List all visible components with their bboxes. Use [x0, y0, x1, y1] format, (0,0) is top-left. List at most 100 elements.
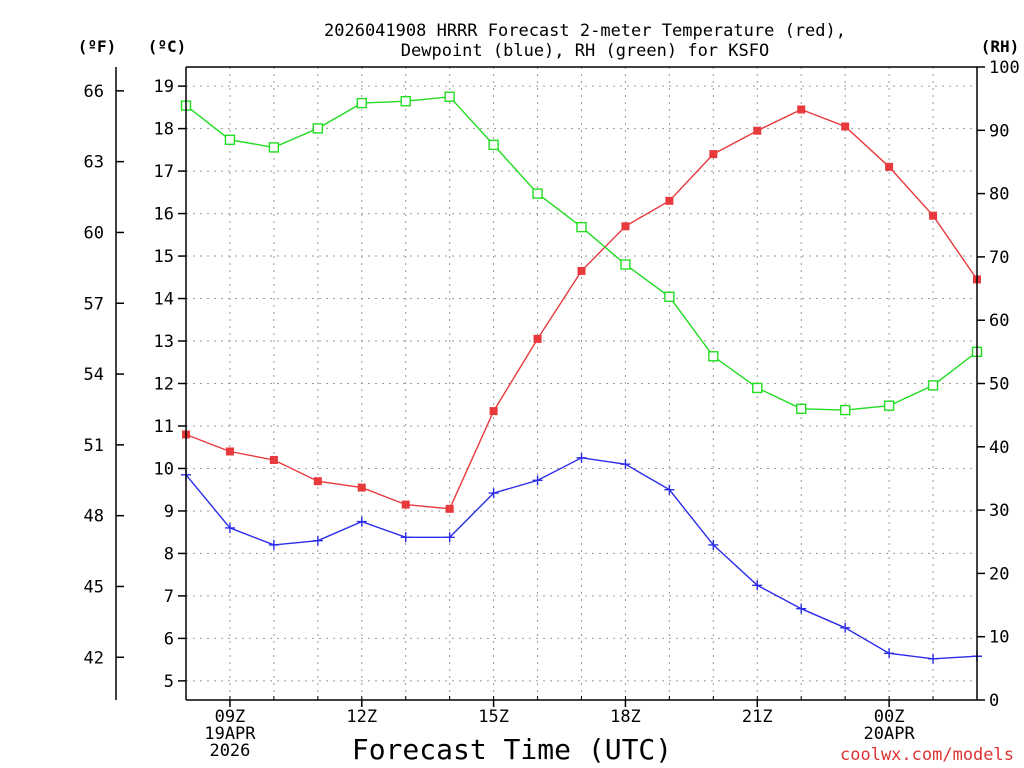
x-tick-label: 15Z [478, 707, 509, 727]
temperature-point [489, 407, 498, 416]
temperature-point [665, 196, 674, 205]
dewpoint-point [488, 488, 499, 499]
celsius-tick-label: 7 [164, 587, 174, 607]
dewpoint-point [620, 459, 631, 470]
celsius-tick-label: 16 [154, 205, 174, 225]
rh-point [752, 382, 763, 394]
celsius-tick-label: 19 [154, 77, 174, 97]
temperature-line [185, 108, 978, 510]
rh-point [268, 142, 280, 153]
rh-point [708, 351, 719, 362]
rh-tick-label: 30 [989, 501, 1009, 521]
x-tick-label: 12Z [346, 707, 377, 727]
x-tick-label: 20APR [864, 724, 916, 744]
x-tick-label: 00Z [874, 707, 905, 727]
temperature-point [929, 211, 938, 220]
dewpoint-point [224, 522, 235, 533]
rh-point [576, 221, 587, 233]
dewpoint-point [708, 539, 719, 550]
fahrenheit-tick-label: 42 [84, 648, 104, 668]
dewpoint-point [268, 539, 279, 550]
temperature-point [841, 122, 850, 131]
x-tick-label: 2026 [209, 741, 250, 761]
celsius-tick-label: 12 [154, 375, 174, 395]
rh-point [356, 97, 367, 109]
celsius-tick-label: 15 [154, 247, 174, 267]
temperature-point [269, 455, 278, 464]
dewpoint-point [928, 653, 939, 664]
rh-tick-label: 50 [989, 375, 1009, 395]
temperature-point [445, 504, 454, 513]
temperature-point [401, 500, 410, 509]
dewpoint-point [752, 580, 763, 591]
rh-point [224, 134, 236, 145]
fahrenheit-tick-label: 60 [84, 223, 104, 243]
rh-tick-label: 40 [989, 438, 1009, 458]
rh-point [488, 139, 499, 151]
rh-tick-label: 10 [989, 628, 1009, 648]
rh-tick-label: 80 [989, 185, 1009, 205]
gridlines [186, 67, 977, 700]
celsius-tick-label: 13 [154, 332, 174, 352]
fahrenheit-tick-label: 63 [84, 153, 104, 173]
dewpoint-point [400, 532, 411, 543]
celsius-tick-label: 9 [164, 502, 174, 522]
rh-point [883, 400, 895, 411]
rh-tick-label: 60 [989, 311, 1009, 331]
axes: 5 6 7 8 9 10 11 12 13 14 15 16 17 18 19 42 45 48 51 54 57 60 6… [84, 58, 1020, 761]
fahrenheit-unit-label: (ºF) [78, 37, 117, 56]
temperature-point [357, 483, 366, 492]
fahrenheit-tick-label: 54 [84, 365, 104, 385]
dewpoint-point [444, 532, 455, 543]
x-tick-label: 19APR [204, 724, 256, 744]
dewpoint-point [664, 484, 675, 495]
rh-point [620, 259, 631, 270]
fahrenheit-tick-label: 51 [84, 436, 104, 456]
dewpoint-point [356, 516, 367, 527]
rh-point [532, 188, 543, 199]
x-axis-title: Forecast Time (UTC) [352, 733, 672, 766]
x-tick-label: 18Z [610, 707, 641, 727]
fahrenheit-tick-label: 57 [84, 294, 104, 314]
celsius-tick-label: 10 [154, 459, 174, 479]
dewpoint-point [884, 648, 895, 659]
rh-point [400, 95, 411, 107]
x-tick-label: 09Z [215, 707, 246, 727]
chart-title-line-1: 2026041908 HRRR Forecast 2-meter Tempera… [324, 21, 846, 41]
celsius-tick-label: 11 [154, 417, 174, 437]
rh-point [664, 291, 675, 302]
rh-tick-label: 20 [989, 564, 1009, 584]
rh-point [312, 123, 324, 134]
celsius-tick-label: 5 [164, 672, 174, 692]
chart-title-line-2: Dewpoint (blue), RH (green) for KSFO [401, 41, 769, 61]
dewpoint-point [532, 475, 543, 486]
rh-tick-label: 100 [989, 58, 1020, 78]
fahrenheit-tick-label: 66 [84, 82, 104, 102]
rh-tick-label: 0 [989, 691, 999, 711]
fahrenheit-tick-label: 48 [84, 507, 104, 527]
temperature-point [577, 266, 586, 275]
temperature-point [533, 334, 542, 343]
temperature-point [885, 162, 894, 171]
temperature-point [797, 105, 806, 114]
rh-unit-label: (RH) [981, 37, 1020, 56]
rh-tick-label: 70 [989, 248, 1009, 268]
celsius-tick-label: 14 [154, 290, 174, 310]
temperature-point [753, 126, 762, 135]
temperature-point [709, 150, 718, 159]
rh-line [185, 96, 978, 411]
dewpoint-point [796, 603, 807, 614]
celsius-tick-label: 17 [154, 162, 174, 182]
celsius-tick-label: 18 [154, 120, 174, 140]
celsius-tick-label: 8 [164, 544, 174, 564]
dewpoint-point [840, 622, 851, 633]
rh-point [839, 404, 851, 416]
dewpoint-point [576, 452, 587, 463]
temperature-point [313, 477, 322, 486]
dewpoint-point [312, 535, 323, 546]
celsius-unit-label: (ºC) [148, 37, 187, 56]
x-tick-label: 21Z [742, 707, 773, 727]
rh-point [927, 380, 939, 391]
temperature-point [621, 222, 630, 231]
